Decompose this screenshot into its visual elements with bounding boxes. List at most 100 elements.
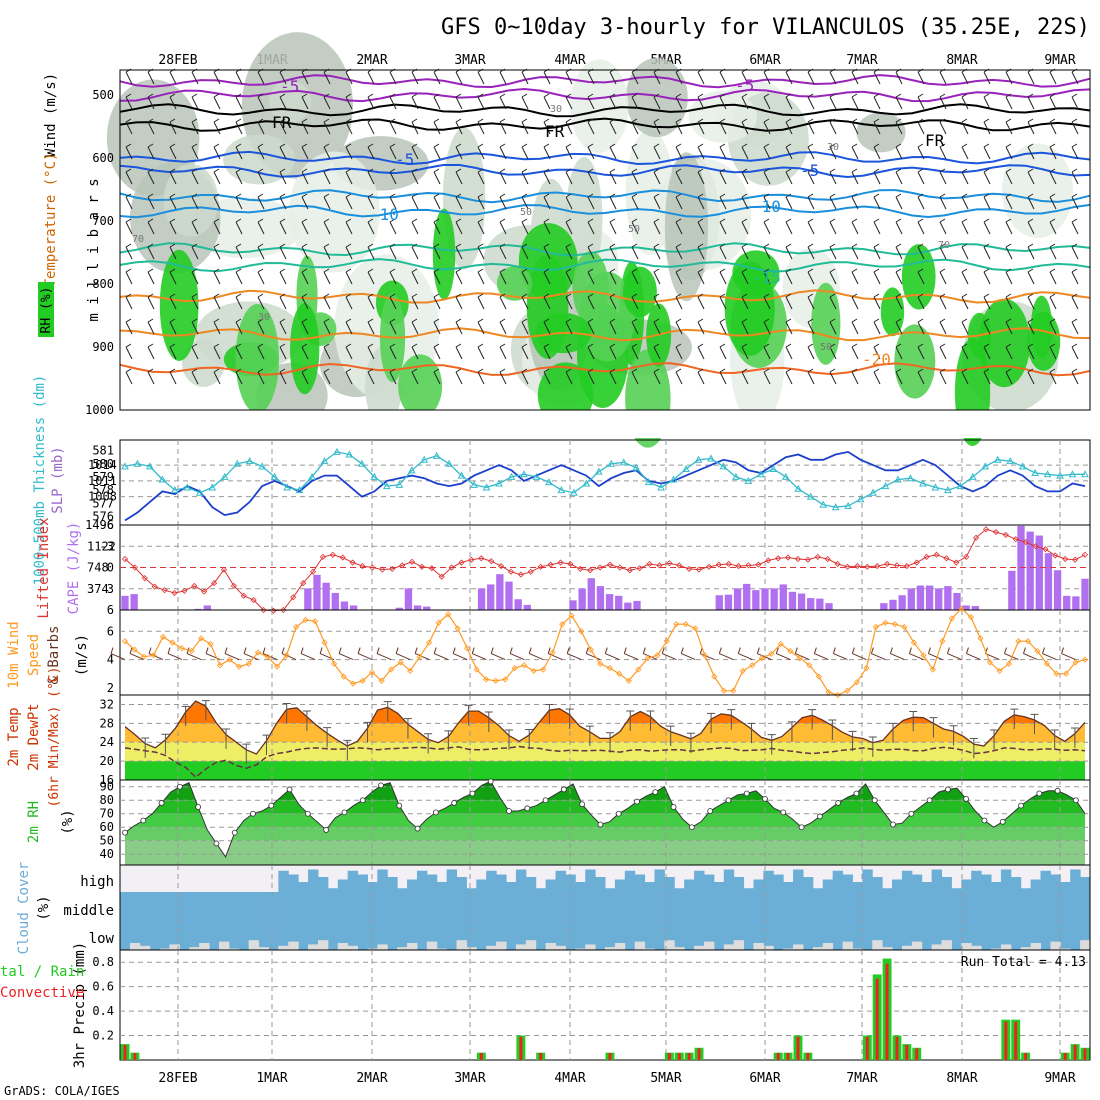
- thickness-point: [283, 483, 291, 491]
- wind-barb: [191, 93, 199, 110]
- wind-barb: [851, 143, 859, 160]
- lifted-index-point: [458, 559, 465, 566]
- wind-barb: [829, 243, 837, 260]
- thickness-point: [245, 457, 254, 465]
- wind-barb: [345, 93, 353, 110]
- high-cloud-bar: [684, 879, 695, 892]
- thickness-point: [557, 486, 566, 494]
- wind-barb: [961, 318, 969, 335]
- wind-panel: 6 4 2 10m Wind Speed & Barbs (m/s): [6, 605, 1091, 699]
- wind-barb: [587, 268, 595, 285]
- thickness-point: [993, 455, 1002, 463]
- min-max-bar: [686, 732, 695, 754]
- lifted-index-point: [963, 553, 970, 560]
- wind-barb: [257, 368, 265, 385]
- wind-speed-point: [768, 650, 775, 657]
- rh2m-point: [213, 840, 220, 847]
- min-max-bar: [767, 734, 776, 755]
- wind-barb: [521, 268, 529, 285]
- lifted-index-point: [982, 526, 990, 533]
- thickness-point: [507, 472, 516, 480]
- wind-barb: [565, 318, 573, 335]
- wind-barb: [587, 218, 595, 235]
- lifted-index-point: [339, 554, 346, 561]
- wind-barb: [785, 368, 793, 385]
- cape-bar: [423, 606, 431, 610]
- precip-convective-bar: [608, 1053, 612, 1060]
- wind-speed-point: [815, 673, 822, 680]
- low-cloud-gap: [812, 947, 824, 950]
- high-cloud-bar: [614, 879, 626, 892]
- rh-axis-label: RH (%): [39, 287, 54, 334]
- wind-barb: [547, 647, 563, 661]
- wind-barb: [1049, 218, 1057, 235]
- lifted-index-point: [399, 562, 406, 569]
- precip-panel: 0.8 0.6 0.4 0.2 Run Total = 4.13 3hr Precip (…: [0, 942, 1091, 1068]
- high-cloud-bar: [515, 869, 527, 892]
- wind-barb: [543, 93, 551, 110]
- wind-barb: [961, 368, 969, 385]
- wind-barb: [433, 118, 441, 135]
- rh-contour-region: [163, 163, 219, 237]
- lifted-index-point: [300, 580, 307, 587]
- pressure-tick-label: 900: [92, 340, 114, 354]
- wind-barb: [191, 218, 199, 235]
- lifted-index-point: [448, 564, 455, 571]
- rh-humid-region: [1026, 311, 1061, 371]
- wind-barb: [895, 168, 903, 185]
- wind-barb: [455, 243, 463, 260]
- rh2m-band: [125, 813, 1085, 828]
- thickness-point: [856, 495, 865, 503]
- thickness-point: [819, 500, 828, 508]
- wind-barb: [653, 118, 661, 135]
- precip-convective-bar: [687, 1053, 691, 1060]
- wind-barb: [587, 243, 595, 260]
- isotherm-labels: -5 -5 FR FR FR -5 -5 -10 -10 -15 -20: [272, 76, 945, 369]
- wind-barb: [829, 343, 837, 360]
- wind-barb: [813, 647, 829, 661]
- wind-barb: [411, 318, 419, 335]
- lifted-index-point: [220, 566, 228, 573]
- wind-barb: [205, 647, 221, 661]
- thickness-point: [644, 478, 653, 486]
- wind-barb: [719, 218, 727, 235]
- isotherm-line: [119, 74, 1091, 89]
- wind-barb: [301, 93, 309, 110]
- wind-barb: [785, 168, 793, 185]
- wind-barb: [851, 218, 859, 235]
- rh-contour-label: 30: [258, 312, 270, 323]
- wind-barb: [653, 93, 661, 110]
- wind-barb: [521, 343, 529, 360]
- wind-barb: [323, 368, 331, 385]
- wind-barb: [1071, 218, 1079, 235]
- high-cloud-bar: [1010, 877, 1022, 892]
- wind-barb: [389, 343, 397, 360]
- thickness-point: [482, 483, 491, 491]
- wind-speed-point: [587, 646, 594, 653]
- wind-barb: [1049, 143, 1057, 160]
- lifted-index-tick-label: 0: [107, 561, 114, 575]
- cape-bar: [505, 581, 513, 610]
- wind-barb: [983, 343, 991, 360]
- wind-barb: [213, 168, 221, 185]
- rh2m-point: [359, 797, 366, 804]
- wind-barb: [499, 343, 507, 360]
- cape-bar: [971, 606, 979, 610]
- high-cloud-bar: [535, 888, 547, 892]
- precip-convective-bar: [786, 1053, 790, 1060]
- wind-barb: [719, 318, 727, 335]
- wind-barb: [301, 168, 309, 185]
- isotherm-label: -20: [862, 350, 891, 369]
- min-max-bar: [302, 710, 311, 731]
- wind-barb: [1049, 368, 1057, 385]
- wind-speed-point: [730, 687, 737, 694]
- cape-bar: [569, 600, 577, 610]
- wind-barb: [357, 647, 373, 661]
- lifted-index-tick-label: 3: [107, 582, 114, 596]
- low-cloud-gap: [456, 940, 467, 950]
- thickness-point: [844, 501, 852, 509]
- wind-barb: [367, 343, 375, 360]
- wind-barb: [125, 293, 133, 310]
- wind-barb: [587, 293, 595, 310]
